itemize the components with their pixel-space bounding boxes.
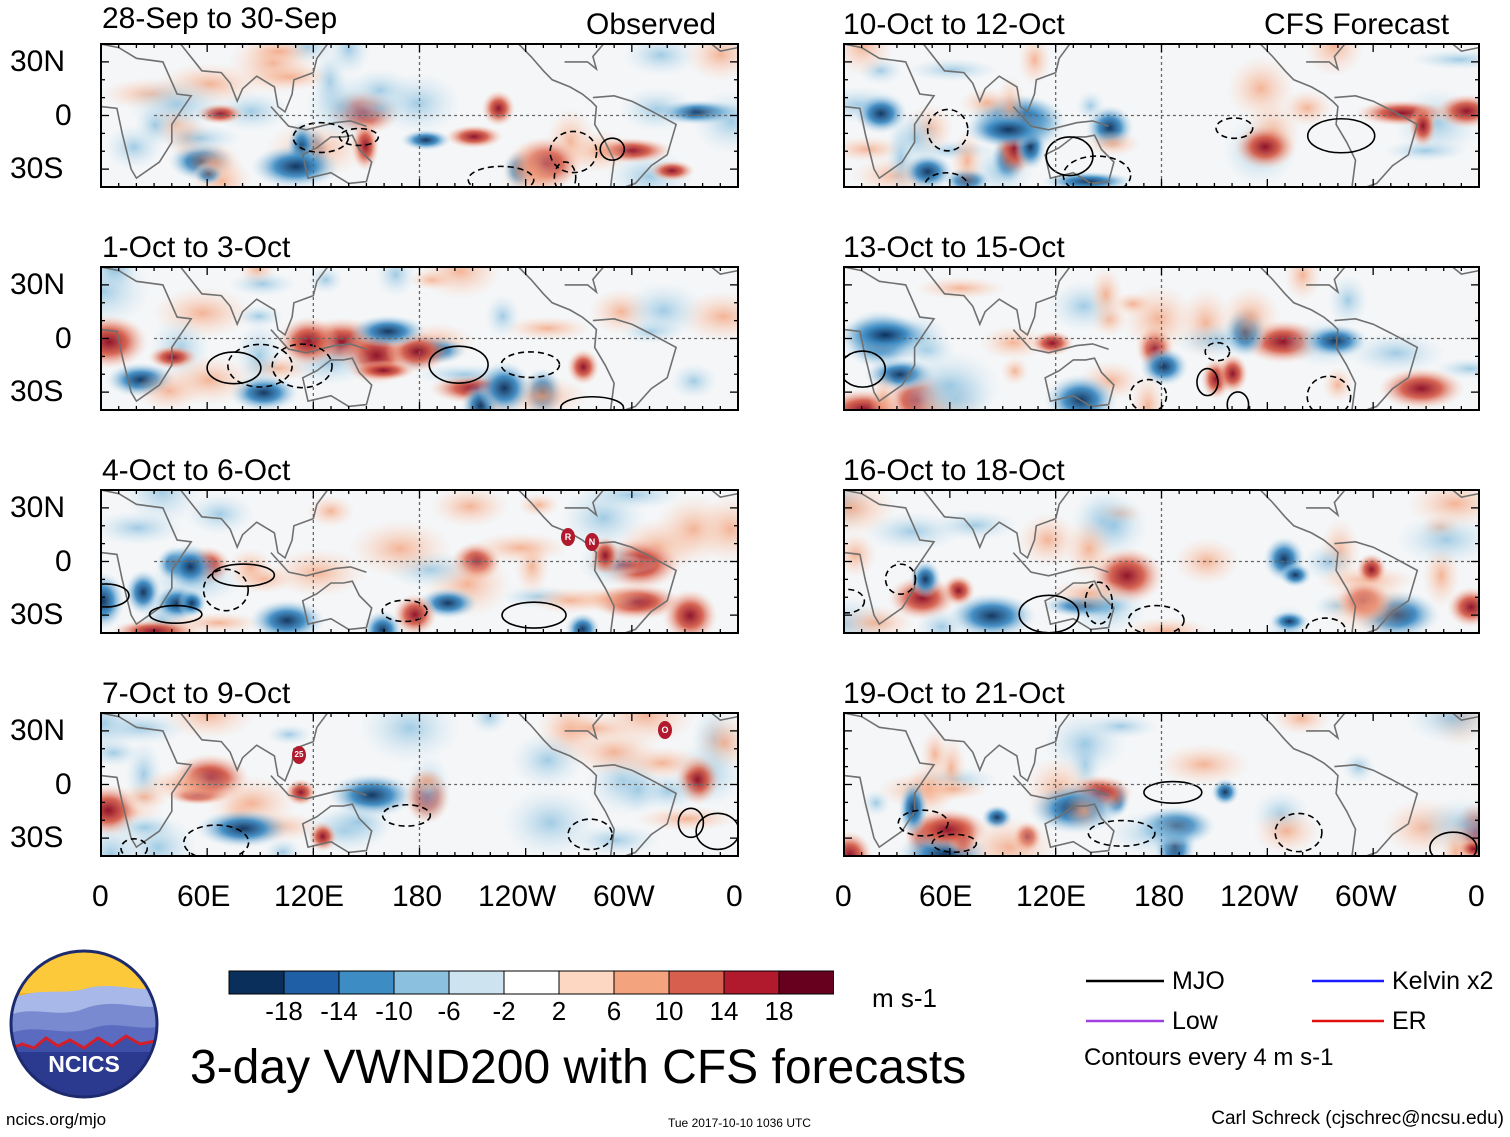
colorbar-box-3 <box>338 970 395 995</box>
map-panel-3 <box>100 489 739 634</box>
map-panels <box>100 43 1480 857</box>
storm-marker-n: N <box>585 533 599 551</box>
panel-title-fc-2: 13-Oct to 15-Oct <box>843 231 1065 264</box>
map-panel-6 <box>843 266 1480 411</box>
lon-label-right-60w: 60W <box>1335 880 1397 913</box>
colorbar-box-11 <box>778 970 834 995</box>
map-panel-4 <box>100 712 739 857</box>
colorbar-label-6: 2 <box>551 996 567 1026</box>
colorbar-label-7: 6 <box>606 996 622 1026</box>
panel-title-obs-1: 28-Sep to 30-Sep <box>102 2 338 35</box>
lon-label-right-120w: 120W <box>1220 880 1299 913</box>
map-panel-1 <box>100 43 739 188</box>
legend-label-kelvin: Kelvin x2 <box>1392 967 1494 995</box>
panel-title-obs-2: 1-Oct to 3-Oct <box>102 231 291 264</box>
colorbar-box-5 <box>448 970 505 995</box>
lat-label-30n-2: 30N <box>10 268 66 301</box>
lon-label-left-120e: 120E <box>274 880 345 913</box>
colorbar-box-2 <box>283 970 340 995</box>
lon-label-right-0: 0 <box>835 880 852 913</box>
forecast-header: CFS Forecast <box>1264 8 1450 41</box>
colorbar-box-4 <box>393 970 450 995</box>
lon-label-right-60e: 60E <box>919 880 973 913</box>
colorbar-label-4: -6 <box>437 996 461 1026</box>
lat-label-30n-1: 30N <box>10 45 66 78</box>
panel-title-fc-4: 19-Oct to 21-Oct <box>843 677 1065 710</box>
lat-label-30n-3: 30N <box>10 491 66 524</box>
colorbar-box-8 <box>613 970 670 995</box>
map-panel-7 <box>843 489 1480 634</box>
colorbar-label-9: 14 <box>709 996 739 1026</box>
colorbar-box-6 <box>503 970 560 995</box>
ncics-logo: NCICS <box>9 949 159 1099</box>
logo-text: NCICS <box>48 1051 120 1077</box>
colorbar-units: m s-1 <box>872 983 937 1013</box>
lon-label-left-60w: 60W <box>593 880 655 913</box>
colorbar-label-10: 18 <box>764 996 794 1026</box>
legend-label-low: Low <box>1172 1007 1218 1035</box>
legend-label-mjo: MJO <box>1172 967 1225 995</box>
legend-lines <box>1086 979 1384 1023</box>
colorbar-box-10 <box>723 970 780 995</box>
lon-label-right-360: 0 <box>1468 880 1485 913</box>
timestamp: Tue 2017-10-10 1036 UTC <box>668 1116 811 1130</box>
panel-title-obs-3: 4-Oct to 6-Oct <box>102 454 291 487</box>
storm-marker-o: O <box>658 721 672 739</box>
lat-label-eq-4: 0 <box>55 768 72 801</box>
lat-label-eq-3: 0 <box>55 545 72 578</box>
lon-label-right-120e: 120E <box>1016 880 1087 913</box>
colorbar-label-3: -10 <box>375 996 413 1026</box>
lon-label-left-120w: 120W <box>478 880 557 913</box>
figure-title: 3-day VWND200 with CFS forecasts <box>190 1041 967 1094</box>
map-panel-8 <box>843 712 1480 857</box>
lon-label-left-60e: 60E <box>177 880 231 913</box>
lat-label-30s-4: 30S <box>10 821 64 854</box>
panel-title-obs-4: 7-Oct to 9-Oct <box>102 677 291 710</box>
source-url[interactable]: ncics.org/mjo <box>6 1110 107 1129</box>
contours-note: Contours every 4 m s-1 <box>1084 1044 1334 1071</box>
observed-header: Observed <box>586 8 717 41</box>
colorbar-box-7 <box>558 970 615 995</box>
lon-label-left-0: 0 <box>92 880 109 913</box>
lon-label-left-180: 180 <box>392 880 443 913</box>
lat-label-30s-2: 30S <box>10 375 64 408</box>
colorbar-box-1 <box>228 970 285 995</box>
panel-title-fc-3: 16-Oct to 18-Oct <box>843 454 1065 487</box>
lat-label-30s-3: 30S <box>10 598 64 631</box>
lat-label-30n-4: 30N <box>10 714 66 747</box>
colorbar-label-2: -14 <box>320 996 358 1026</box>
colorbar-label-5: -2 <box>492 996 516 1026</box>
lat-label-eq-1: 0 <box>55 99 72 132</box>
map-panel-2 <box>100 266 739 411</box>
storm-marker-r: R <box>561 528 575 546</box>
colorbar-label-8: 10 <box>654 996 684 1026</box>
colorbar <box>228 970 834 995</box>
lat-label-30s-1: 30S <box>10 152 64 185</box>
map-panel-5 <box>843 43 1480 188</box>
legend-label-er: ER <box>1392 1007 1427 1035</box>
lon-label-left-360: 0 <box>726 880 743 913</box>
lon-label-right-180: 180 <box>1134 880 1185 913</box>
storm-marker-25: 25 <box>292 746 306 764</box>
colorbar-label-1: -18 <box>265 996 303 1026</box>
panel-title-fc-1: 10-Oct to 12-Oct <box>843 8 1065 41</box>
author-credit: Carl Schreck (cjschrec@ncsu.edu) <box>1211 1108 1504 1129</box>
colorbar-box-9 <box>668 970 725 995</box>
lat-label-eq-2: 0 <box>55 322 72 355</box>
